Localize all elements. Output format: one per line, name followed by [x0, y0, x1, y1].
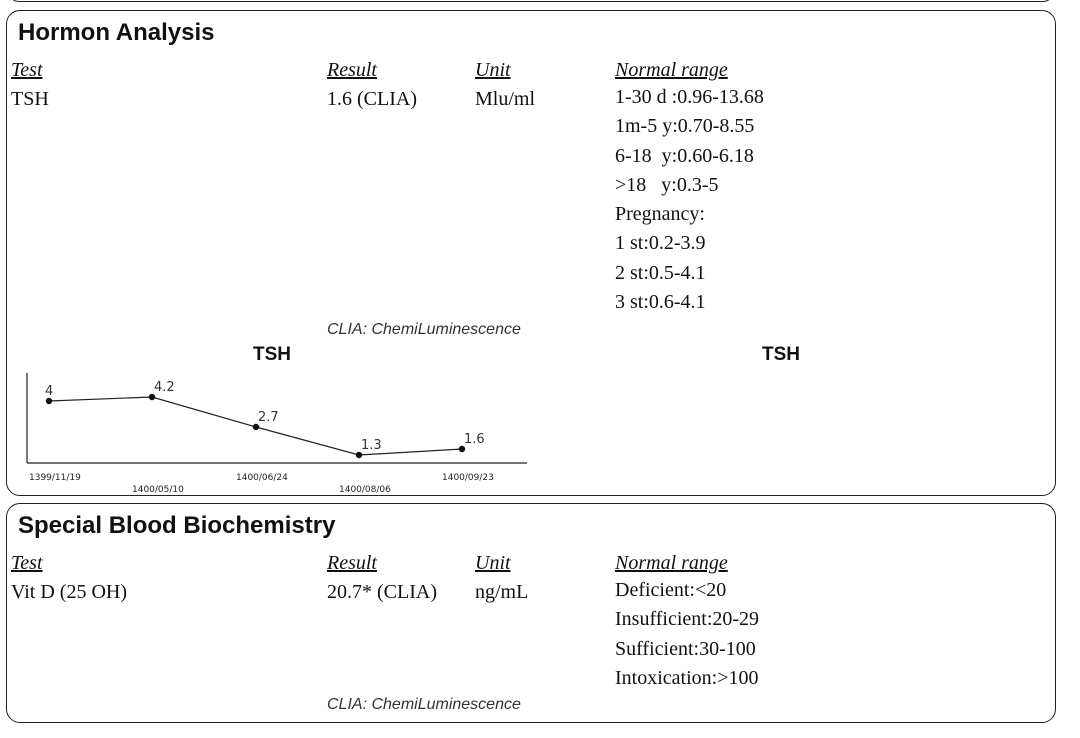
x-tick-label: 1400/06/24	[236, 473, 288, 483]
range-line: Deficient:<20	[615, 579, 727, 601]
data-point	[148, 393, 156, 401]
test-result: 20.7* (CLIA)	[327, 581, 437, 603]
data-point	[252, 423, 260, 431]
special-blood-biochemistry-panel: Special Blood Biochemistry Test Result U…	[6, 503, 1056, 723]
header-result: Result	[327, 59, 377, 81]
header-result: Result	[327, 552, 377, 574]
data-label: 1.6	[464, 432, 485, 447]
range-line: 1-30 d :0.96-13.68	[615, 86, 764, 108]
range-line: Intoxication:>100	[615, 666, 759, 689]
method-note: CLIA: ChemiLuminescence	[327, 696, 521, 713]
range-line: Sufficient:30-100	[615, 637, 756, 660]
header-unit: Unit	[475, 59, 511, 81]
header-test: Test	[11, 552, 43, 574]
hormone-analysis-panel: Hormon Analysis Test Result Unit Normal …	[6, 10, 1056, 496]
x-tick-label: 1399/11/19	[29, 473, 81, 483]
data-point	[355, 451, 363, 459]
previous-section-frame	[8, 0, 1054, 2]
header-test: Test	[11, 59, 43, 81]
x-tick-label: 1400/05/10	[132, 485, 184, 495]
normal-range-list: Deficient:<20 Insufficient:20-29 Suffici…	[615, 576, 759, 693]
section-title: Hormon Analysis	[18, 19, 215, 46]
x-tick-label: 1400/08/06	[339, 485, 391, 495]
test-name: Vit D (25 OH)	[11, 581, 128, 603]
chart-title-left: TSH	[253, 344, 291, 365]
data-label: 4.2	[154, 380, 175, 395]
range-line: 6-18 y:0.60-6.18	[615, 144, 754, 167]
test-unit: Mlu/ml	[475, 88, 536, 110]
range-line: Insufficient:20-29	[615, 608, 760, 631]
test-name: TSH	[11, 88, 49, 110]
range-line: Pregnancy:	[615, 203, 705, 226]
test-result: 1.6 (CLIA)	[327, 88, 417, 110]
data-point	[458, 445, 466, 453]
header-normal-range: Normal range	[615, 59, 728, 81]
chart-title-right: TSH	[762, 344, 800, 365]
tsh-line-chart: 4 1399/11/19 4.2 1400/05/10 2.7 1400/06/24 1.3…	[26, 373, 527, 495]
data-label: 2.7	[258, 410, 279, 425]
data-point	[45, 397, 53, 405]
data-label: 4	[45, 384, 53, 399]
range-line: 2 st:0.5-4.1	[615, 261, 706, 284]
range-line: 3 st:0.6-4.1	[615, 291, 706, 314]
normal-range-list: 1-30 d :0.96-13.68 1m-5 y:0.70-8.55 6-18…	[615, 83, 764, 317]
x-tick-label: 1400/09/23	[442, 473, 494, 483]
header-normal-range: Normal range	[615, 552, 728, 574]
test-unit: ng/mL	[475, 581, 529, 603]
header-unit: Unit	[475, 552, 511, 574]
range-line: 1m-5 y:0.70-8.55	[615, 115, 755, 138]
method-note: CLIA: ChemiLuminescence	[327, 321, 521, 338]
section-title: Special Blood Biochemistry	[18, 512, 336, 539]
range-line: >18 y:0.3-5	[615, 173, 719, 196]
data-label: 1.3	[361, 438, 382, 453]
range-line: 1 st:0.2-3.9	[615, 232, 706, 255]
